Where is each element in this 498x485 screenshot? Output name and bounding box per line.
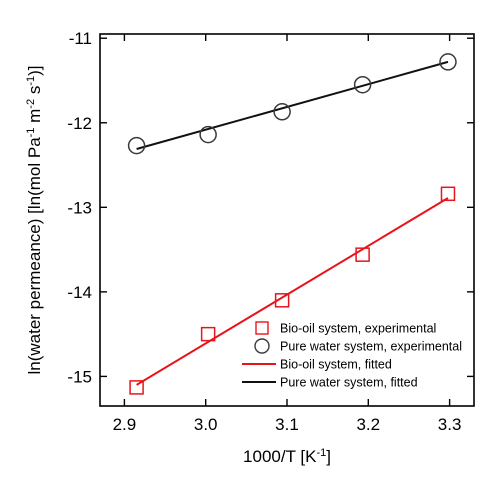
y-axis-label-part: m [25,109,44,128]
y-tick-label: -15 [67,367,92,386]
y-axis-label-part: )] [25,65,44,75]
series-line [136,60,449,150]
ticks: 2.9 3.0 3.1 3.2 3.3 -15 -14 -13 -12 -11 [67,29,474,434]
x-axis-label-main: 1000/T [K [243,447,317,466]
legend-label: Pure water system, fitted [280,376,418,390]
data-point-circle [127,136,146,155]
y-axis-label-sup: -1 [25,76,37,86]
x-axis-label: 1000/T [K-1] [243,447,331,466]
y-tick-label: -13 [67,198,92,217]
y-tick-label: -11 [69,29,92,48]
legend-label: Pure water system, experimental [280,340,462,354]
y-axis-label-sup: -2 [25,99,37,109]
y-axis-label-part: s [25,86,44,99]
legend-label: Bio-oil system, fitted [280,358,392,372]
x-tick-label: 3.0 [194,415,218,434]
data-point-circle [353,75,372,94]
legend-symbol-square [255,321,269,335]
x-tick-label: 3.1 [275,415,299,434]
data-point-square [129,380,144,395]
y-tick-label: -12 [67,114,92,133]
legend-symbol-circle [254,338,270,354]
y-axis-label: ln(water permeance) [ln(mol Pa-1 m-2 s-1… [25,65,44,374]
data-point-circle [439,53,457,71]
series [127,53,457,395]
y-tick-label: -14 [67,283,92,302]
data-point-square [440,186,456,202]
series-line [136,197,449,386]
data-point-circle [199,125,217,144]
x-tick-label: 2.9 [113,415,137,434]
legend-label: Bio-oil system, experimental [280,322,436,336]
data-point-circle [273,103,291,121]
x-axis-label-close: ] [326,447,331,466]
data-point-square [200,326,216,342]
data-point-square [355,247,370,262]
data-point-square [274,293,290,308]
legend: Bio-oil system, experimental Pure water s… [242,321,462,390]
x-tick-label: 3.2 [356,415,380,434]
y-axis-label-part: ln(water permeance) [ln(mol Pa [25,137,44,375]
x-axis-label-sup: -1 [316,447,326,459]
x-tick-label: 3.3 [438,415,462,434]
y-axis-label-sup: -1 [25,128,37,138]
